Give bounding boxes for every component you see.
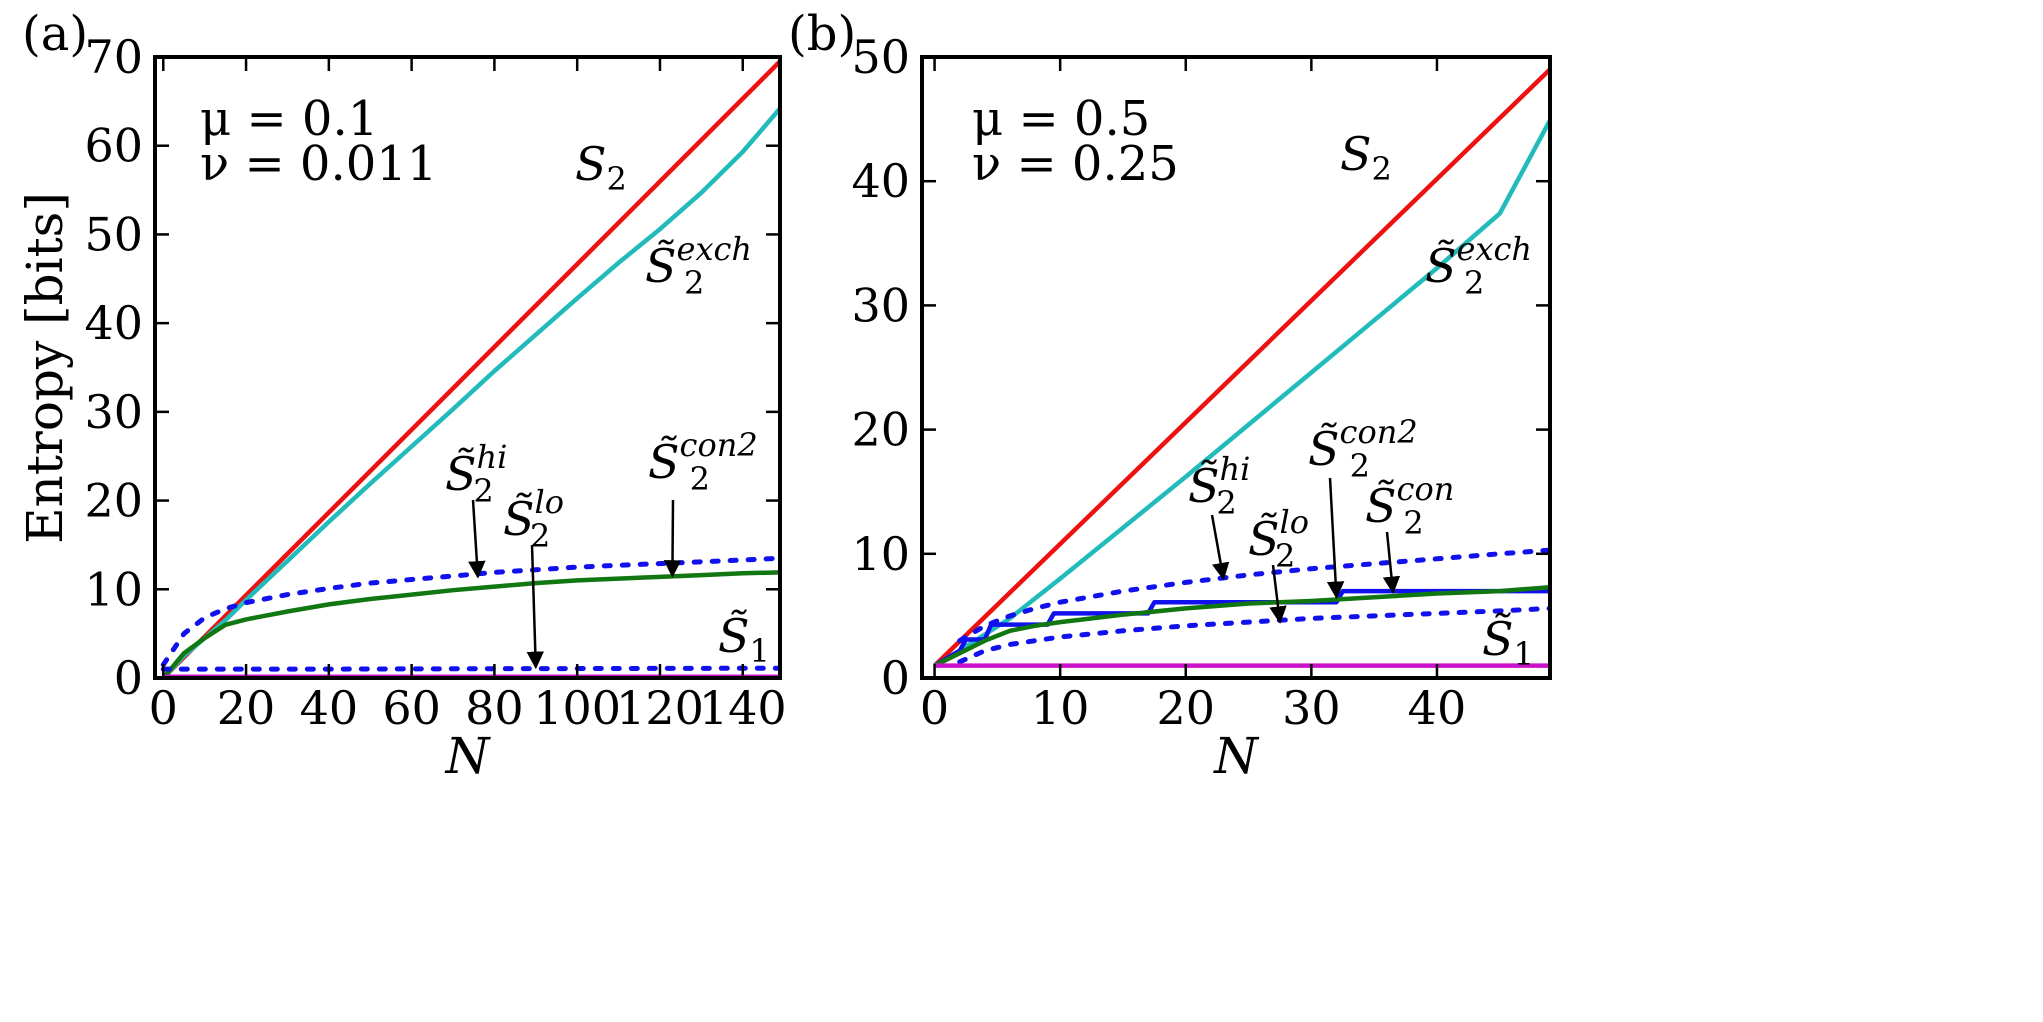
x-tick-label: 0 [920, 681, 949, 735]
series-line-s2-hi [160, 555, 780, 668]
curve-label: S̃exch 2 [1425, 230, 1532, 302]
y-tick-label: 70 [84, 30, 143, 84]
curve-label: S2 [575, 137, 627, 198]
curve-label: S̃lo 2 [503, 483, 564, 555]
y-tick-label: 0 [114, 651, 143, 705]
annotation-arrow [468, 499, 486, 579]
x-axis-title: N [1213, 727, 1260, 785]
x-tick-label: 10 [1031, 681, 1090, 735]
y-tick-label: 20 [851, 403, 910, 457]
series-line-s2 [933, 67, 1550, 668]
curve-label: S̃con2 2 [648, 426, 758, 498]
series-line-s2-exch [933, 119, 1550, 668]
series-line-s2-con2 [933, 585, 1550, 668]
y-tick-label: 0 [881, 651, 910, 705]
x-tick-label: 20 [1156, 681, 1215, 735]
series-line-s2-hi [957, 547, 1550, 644]
y-tick-label: 30 [851, 278, 910, 332]
x-tick-label: 40 [300, 681, 359, 735]
curve-label: S̃1 [1482, 612, 1534, 673]
x-tick-label: 40 [1408, 681, 1467, 735]
y-axis-title: Entropy [bits] [16, 192, 74, 544]
curve-label: S2 [1340, 127, 1392, 188]
y-tick-label: 40 [851, 154, 910, 208]
x-tick-label: 30 [1282, 681, 1341, 735]
annotation-arrow [526, 544, 545, 670]
y-tick-label: 50 [851, 30, 910, 84]
series-line-s2 [161, 59, 780, 678]
x-tick-label: 60 [382, 681, 441, 735]
annotation-arrow [1269, 564, 1287, 624]
y-tick-label: 30 [84, 385, 143, 439]
panel-label: (a) [22, 6, 88, 62]
curve-label: S̃hi 2 [445, 438, 507, 510]
y-tick-label: 20 [84, 474, 143, 528]
curve-label: S̃hi 2 [1188, 450, 1250, 522]
annotation-arrow [1210, 514, 1230, 581]
param-label: ν = 0.011 [200, 136, 437, 192]
param-label: μ = 0.1 [200, 91, 378, 147]
x-tick-label: 120 [616, 681, 704, 735]
curve-label: S̃con2 2 [1308, 413, 1418, 485]
curve-label: S̃exch 2 [645, 230, 752, 302]
series-line-s2-exch [161, 107, 780, 678]
plot-frame [153, 55, 782, 680]
x-tick-label: 140 [699, 681, 787, 735]
y-tick-label: 40 [84, 296, 143, 350]
y-tick-label: 10 [851, 527, 910, 581]
series-line-s2-lo [957, 605, 1550, 665]
x-tick-label: 100 [533, 681, 621, 735]
x-tick-label: 20 [217, 681, 276, 735]
panel-b: 0 10 20 30 40 0 10 20 30 40 50 N (b) μ = 0.5ν = 0.25 S… [788, 6, 1552, 785]
y-tick-label: 60 [84, 119, 143, 173]
annotation-arrow [1326, 477, 1345, 600]
annotation-arrow [663, 499, 682, 578]
panel-label: (b) [788, 6, 856, 62]
curve-label: S̃con 2 [1365, 470, 1454, 542]
param-label: μ = 0.5 [972, 91, 1150, 147]
series-line-s2-lo [160, 665, 780, 672]
x-tick-label: 0 [149, 681, 178, 735]
y-tick-label: 10 [84, 562, 143, 616]
x-axis-title: N [445, 727, 492, 785]
x-tick-label: 80 [465, 681, 524, 735]
param-label: ν = 0.25 [972, 136, 1179, 192]
y-tick-label: 50 [84, 207, 143, 261]
plot-frame [920, 55, 1552, 680]
curve-label: S̃1 [718, 609, 770, 670]
annotation-arrow [1382, 531, 1401, 595]
curve-label: S̃lo 2 [1248, 503, 1309, 575]
series-group [933, 67, 1550, 668]
